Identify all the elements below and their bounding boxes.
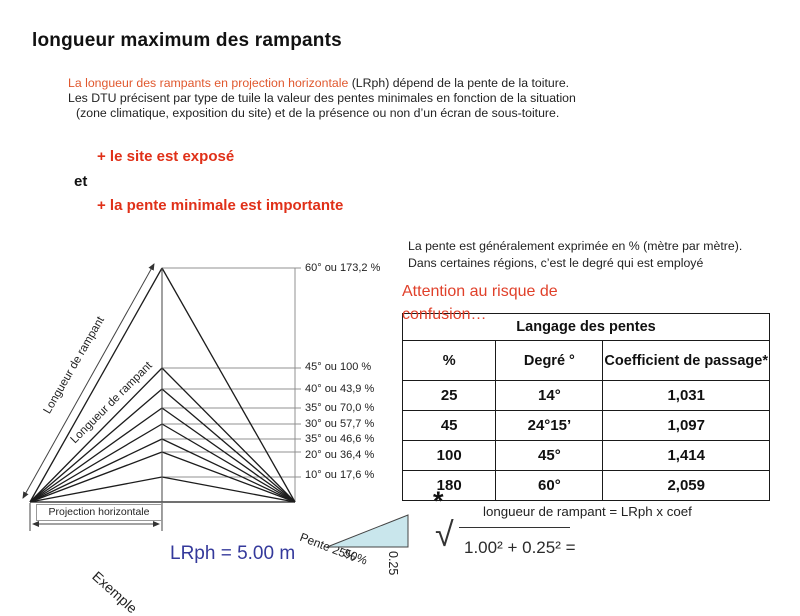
- intro-line-2: Les DTU précisent par type de tuile la v…: [68, 91, 576, 106]
- intro-line1-rest: (LRph) dépend de la pente de la toiture.: [348, 76, 570, 90]
- cell-pct: 180: [401, 470, 497, 501]
- slope-label-40: 40° ou 43,9 %: [305, 383, 375, 395]
- cell-deg: 45°: [495, 440, 604, 471]
- pentes-table: Langage des pentes % Degré ° Coefficient…: [401, 313, 770, 501]
- projection-dimension: [29, 503, 163, 531]
- slope-label-25: 35° ou 46,6 %: [305, 433, 375, 445]
- cell-coef: 1,097: [602, 410, 770, 441]
- cell-deg: 60°: [495, 470, 604, 501]
- cell-deg: 14°: [495, 380, 604, 411]
- slope-label-10: 10° ou 17,6 %: [305, 469, 375, 481]
- pente-triangle: [326, 514, 409, 548]
- table-title-row: Langage des pentes: [402, 313, 770, 341]
- leader-lines: [162, 267, 301, 502]
- projection-horizontale-box: Projection horizontale: [36, 504, 162, 521]
- col-header-coefficient: Coefficient de passage*: [602, 340, 770, 381]
- intro-line-3: (zone climatique, exposition du site) et…: [76, 106, 560, 121]
- roof-pitch-diagram: [22, 263, 409, 548]
- cell-coef: 1,414: [602, 440, 770, 471]
- bullet-pente-minimale: + la pente minimale est importante: [97, 197, 344, 214]
- warning-line-1: Attention au risque de: [402, 283, 558, 300]
- warning-line-2: confusion…: [402, 306, 487, 323]
- cell-pct: 100: [401, 440, 497, 471]
- slope-label-60: 60° ou 173,2 %: [305, 262, 381, 274]
- footnote-formula: longueur de rampant = LRph x coef: [483, 504, 692, 519]
- cell-deg: 24°15’: [495, 410, 604, 441]
- cell-pct: 45: [401, 410, 497, 441]
- intro-paragraph: La longueur des rampants en projection h…: [68, 76, 576, 122]
- slope-label-30: 30° ou 57,7 %: [305, 418, 375, 430]
- pente-note-line-2: Dans certaines régions, c’est le degré q…: [408, 255, 704, 270]
- table-row: 45 24°15’ 1,097: [401, 410, 770, 441]
- footnote-asterisk: *: [433, 486, 444, 516]
- pente-note: La pente est généralement exprimée en % …: [408, 238, 742, 271]
- connector-et: et: [74, 173, 88, 190]
- slope-label-20: 20° ou 36,4 %: [305, 449, 375, 461]
- table-row: 180 60° 2,059: [401, 470, 770, 501]
- bullet-site-expose: + le site est exposé: [97, 148, 235, 165]
- col-header-degre: Degré °: [495, 340, 604, 381]
- table-header-row: % Degré ° Coefficient de passage*: [401, 340, 770, 381]
- warning-text: Attention au risque de confusion…: [402, 280, 558, 326]
- slope-label-35: 35° ou 70,0 %: [305, 402, 375, 414]
- sqrt-expression: 1.00² + 0.25² =: [464, 538, 576, 557]
- rampant-dimension-arrow: [22, 263, 155, 499]
- intro-line-1: La longueur des rampants en projection h…: [68, 76, 576, 91]
- pente-note-line-1: La pente est généralement exprimée en % …: [408, 239, 743, 253]
- slope-label-45: 45° ou 100 %: [305, 361, 372, 373]
- square-root-symbol: √: [435, 516, 454, 554]
- col-header-pct: %: [401, 340, 497, 381]
- table-title: Langage des pentes: [402, 313, 770, 341]
- square-root-vinculum: [459, 527, 570, 528]
- cell-pct: 25: [401, 380, 497, 411]
- page-title: longueur maximum des rampants: [32, 30, 342, 51]
- cell-coef: 1,031: [602, 380, 770, 411]
- cell-coef: 2,059: [602, 470, 770, 501]
- intro-highlight: La longueur des rampants en projection h…: [68, 76, 349, 90]
- table-row: 25 14° 1,031: [401, 380, 770, 411]
- table-row: 100 45° 1,414: [401, 440, 770, 471]
- lrph-value: LRph = 5.00 m: [170, 543, 296, 564]
